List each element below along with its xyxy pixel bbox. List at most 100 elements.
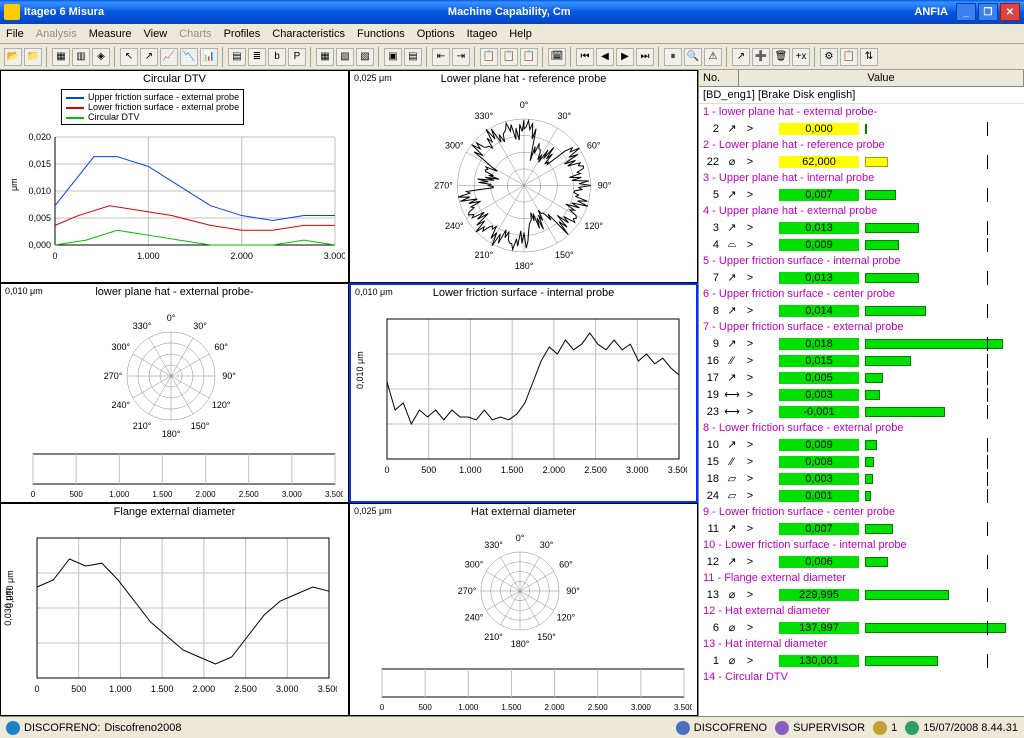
value-row[interactable]: 13⌀>229,995 bbox=[699, 586, 1024, 603]
toolbar-button[interactable]: b bbox=[268, 48, 286, 66]
svg-text:2.000: 2.000 bbox=[545, 703, 566, 712]
toolbar-button[interactable]: ◈ bbox=[92, 48, 110, 66]
value-row[interactable]: 2↗>0,000 bbox=[699, 120, 1024, 137]
value-row[interactable]: 6⌀>137,997 bbox=[699, 619, 1024, 636]
chart-title: Flange external diameter bbox=[1, 504, 348, 520]
menu-file[interactable]: File bbox=[6, 28, 24, 40]
value-row[interactable]: 16⁄⁄>0,015 bbox=[699, 352, 1024, 369]
toolbar-button[interactable]: ▧ bbox=[336, 48, 354, 66]
value-row[interactable]: 1⌀>130,001 bbox=[699, 652, 1024, 669]
toolbar-button[interactable]: 📋 bbox=[500, 48, 518, 66]
toolbar-button[interactable]: ▶ bbox=[616, 48, 634, 66]
toolbar-button[interactable]: +x bbox=[792, 48, 810, 66]
app-icon bbox=[4, 4, 20, 20]
toolbar-button[interactable]: ≣ bbox=[248, 48, 266, 66]
value-row[interactable]: 24▱>0,001 bbox=[699, 487, 1024, 504]
toolbar-button[interactable]: ▦ bbox=[316, 48, 334, 66]
toolbar-button[interactable]: 📁 bbox=[24, 48, 42, 66]
svg-text:90°: 90° bbox=[597, 181, 611, 191]
value-row[interactable]: 18▱>0,003 bbox=[699, 470, 1024, 487]
menubar: File Analysis Measure View Charts Profiles Cha… bbox=[0, 24, 1024, 44]
toolbar-button[interactable]: 📈 bbox=[160, 48, 178, 66]
toolbar-button[interactable]: ↗ bbox=[732, 48, 750, 66]
user-icon bbox=[775, 721, 789, 735]
panel-flange-ext[interactable]: 0,030 μm Flange external diameter 05001.… bbox=[0, 503, 349, 716]
menu-functions[interactable]: Functions bbox=[357, 28, 405, 40]
toolbar-button[interactable]: 📋 bbox=[520, 48, 538, 66]
toolbar-button[interactable]: P bbox=[288, 48, 306, 66]
toolbar-button[interactable]: ▥ bbox=[72, 48, 90, 66]
mini-chart-svg: 05001.0001.5002.0002.5003.0003.500 bbox=[352, 665, 692, 713]
value-row[interactable]: 4⌓>0,009 bbox=[699, 236, 1024, 253]
toolbar-button[interactable]: ▤ bbox=[228, 48, 246, 66]
disk-icon bbox=[6, 721, 20, 735]
toolbar-button[interactable]: ◀ bbox=[596, 48, 614, 66]
toolbar-button[interactable]: 🗑 bbox=[772, 48, 790, 66]
value-row[interactable]: 3↗>0,013 bbox=[699, 219, 1024, 236]
values-subhead: [BD_eng1] [Brake Disk english] bbox=[699, 87, 1024, 104]
value-row[interactable]: 8↗>0,014 bbox=[699, 302, 1024, 319]
toolbar-button[interactable]: 📋 bbox=[840, 48, 858, 66]
svg-text:0,015: 0,015 bbox=[28, 159, 51, 169]
menu-charts[interactable]: Charts bbox=[179, 28, 211, 40]
menu-profiles[interactable]: Profiles bbox=[224, 28, 261, 40]
toolbar-button[interactable]: 📊 bbox=[200, 48, 218, 66]
value-row[interactable]: 10↗>0,009 bbox=[699, 436, 1024, 453]
panel-hat-ext-polar[interactable]: 0,025 μm Hat external diameter 0°30°60°9… bbox=[349, 503, 698, 716]
toolbar-button[interactable]: ⚠ bbox=[704, 48, 722, 66]
minimize-button[interactable]: _ bbox=[956, 3, 976, 21]
menu-measure[interactable]: Measure bbox=[89, 28, 132, 40]
toolbar-button[interactable]: ▣ bbox=[384, 48, 402, 66]
menu-itageo[interactable]: Itageo bbox=[467, 28, 498, 40]
toolbar-button[interactable]: ↗ bbox=[140, 48, 158, 66]
toolbar-button[interactable]: 🗓 bbox=[548, 48, 566, 66]
toolbar-button[interactable]: ↖ bbox=[120, 48, 138, 66]
toolbar-button[interactable]: ⇥ bbox=[452, 48, 470, 66]
svg-text:2.000: 2.000 bbox=[193, 684, 216, 694]
menu-options[interactable]: Options bbox=[417, 28, 455, 40]
svg-text:120°: 120° bbox=[557, 612, 576, 622]
toolbar-button[interactable]: ▨ bbox=[356, 48, 374, 66]
toolbar-button[interactable]: ⏭ bbox=[636, 48, 654, 66]
panel-lower-friction-internal[interactable]: 0,010 μm Lower friction surface - intern… bbox=[349, 283, 698, 503]
toolbar-button[interactable]: ➕ bbox=[752, 48, 770, 66]
svg-text:1.000: 1.000 bbox=[137, 251, 160, 261]
values-rows[interactable]: 1 - lower plane hat - external probe-2↗>… bbox=[699, 104, 1024, 716]
value-row[interactable]: 19⟷>0,003 bbox=[699, 386, 1024, 403]
menu-view[interactable]: View bbox=[144, 28, 168, 40]
menu-analysis[interactable]: Analysis bbox=[36, 28, 77, 40]
toolbar-button[interactable]: 📂 bbox=[4, 48, 22, 66]
toolbar-button[interactable]: ⏸ bbox=[664, 48, 682, 66]
toolbar-button[interactable]: ⇅ bbox=[860, 48, 878, 66]
menu-characteristics[interactable]: Characteristics bbox=[272, 28, 345, 40]
toolbar-button[interactable]: ⇤ bbox=[432, 48, 450, 66]
value-row[interactable]: 7↗>0,013 bbox=[699, 269, 1024, 286]
value-row[interactable]: 12↗>0,006 bbox=[699, 553, 1024, 570]
toolbar-button[interactable]: ⏮ bbox=[576, 48, 594, 66]
toolbar-button[interactable]: 📉 bbox=[180, 48, 198, 66]
value-row[interactable]: 9↗>0,018 bbox=[699, 335, 1024, 352]
value-row[interactable]: 17↗>0,005 bbox=[699, 369, 1024, 386]
toolbar-button[interactable]: 🔍 bbox=[684, 48, 702, 66]
panel-lower-ext-polar[interactable]: 0,010 μm lower plane hat - external prob… bbox=[0, 283, 349, 503]
maximize-button[interactable]: ❐ bbox=[978, 3, 998, 21]
panel-lower-ref-polar[interactable]: 0,025 μm Lower plane hat - reference pro… bbox=[349, 70, 698, 283]
clock-icon bbox=[905, 721, 919, 735]
value-row[interactable]: 22⌀>62,000 bbox=[699, 153, 1024, 170]
panel-circular-dtv[interactable]: Circular DTV Upper friction surface - ex… bbox=[0, 70, 349, 283]
svg-text:60°: 60° bbox=[586, 140, 600, 150]
value-row[interactable]: 15⁄⁄>0,008 bbox=[699, 453, 1024, 470]
close-button[interactable]: ✕ bbox=[1000, 3, 1020, 21]
value-row[interactable]: 11↗>0,007 bbox=[699, 520, 1024, 537]
chart-svg: 0°30°60°90°120°150°180°210°240°270°300°3… bbox=[1, 300, 341, 440]
toolbar-button[interactable]: ▤ bbox=[404, 48, 422, 66]
value-row[interactable]: 23⟷>-0,001 bbox=[699, 403, 1024, 420]
toolbar-button[interactable]: ⚙ bbox=[820, 48, 838, 66]
group-label: 13 - Hat internal diameter bbox=[699, 636, 1024, 652]
toolbar-button[interactable]: ▦ bbox=[52, 48, 70, 66]
toolbar-button[interactable]: 📋 bbox=[480, 48, 498, 66]
value-row[interactable]: 5↗>0,007 bbox=[699, 186, 1024, 203]
menu-help[interactable]: Help bbox=[509, 28, 532, 40]
svg-text:μm: μm bbox=[9, 178, 19, 191]
svg-text:0,005: 0,005 bbox=[28, 213, 51, 223]
